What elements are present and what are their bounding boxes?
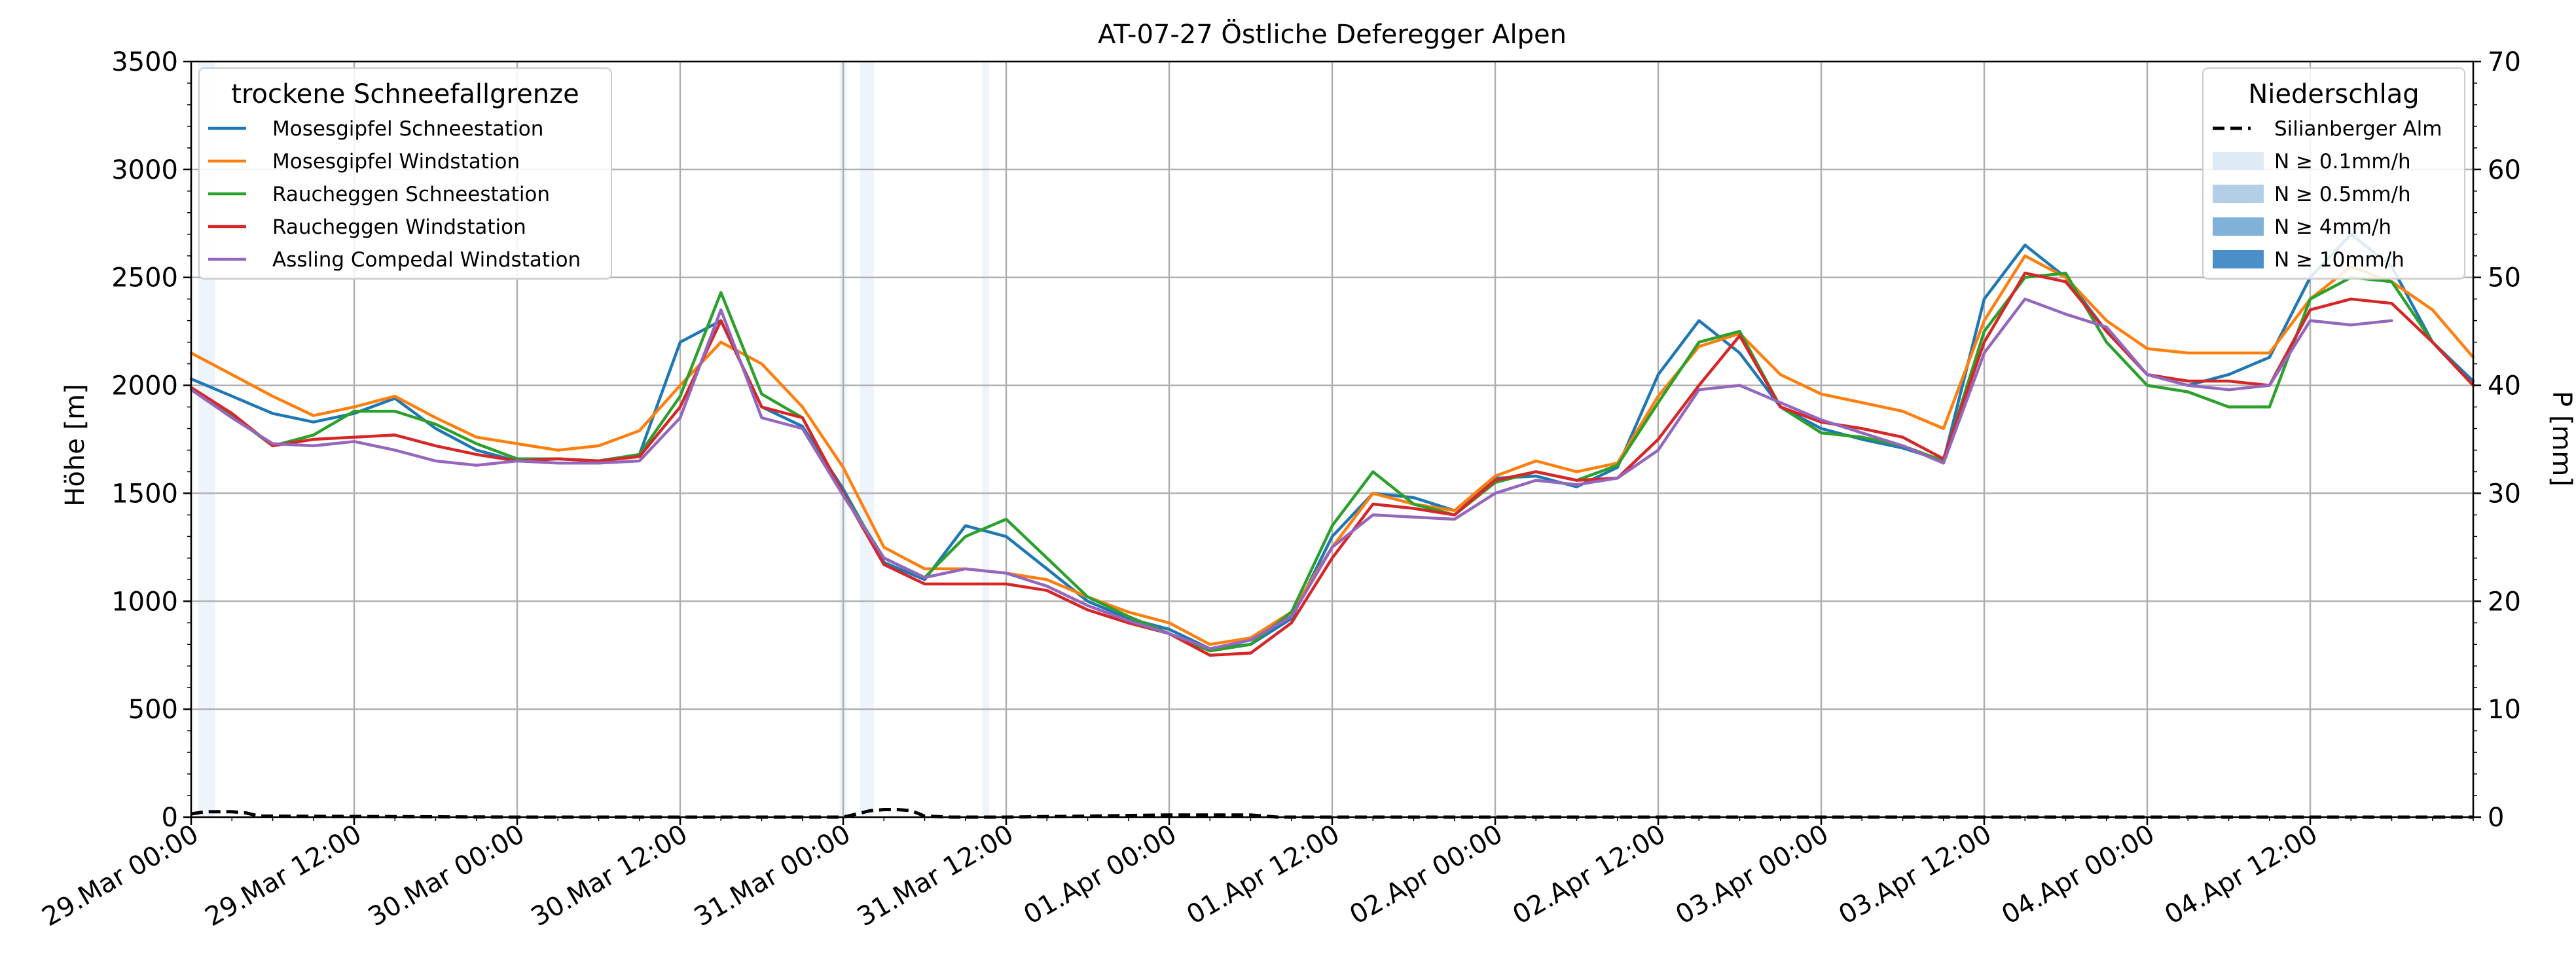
legend-right-entries: Silianberger Alm N ≥ 0.1mm/h N ≥ 0.5mm/h N …	[2213, 117, 2442, 272]
legend-right: Niederschlag Silianberger Alm N ≥ 0.1mm/h…	[2202, 67, 2465, 280]
legend-left-label-0: Mosesgipfel Schneestation	[272, 117, 543, 141]
legend-right-label-0: Silianberger Alm	[2274, 117, 2442, 141]
precip-line-silianberger-alm	[190, 808, 2473, 819]
legend-right-swatch-1	[2213, 152, 2264, 170]
legend-right-title: Niederschlag	[2248, 79, 2419, 109]
legend-left: trockene Schneefallgrenze Mosesgipfel Sc…	[198, 67, 612, 280]
y-tick-label-2: 1000	[111, 587, 178, 617]
y2-tick-label-2: 20	[2488, 587, 2521, 617]
precip-layer	[190, 808, 2473, 819]
y-tick-label-6: 3000	[111, 155, 178, 185]
legend-left-label-1: Mosesgipfel Windstation	[272, 150, 520, 174]
legend-right-label-1: N ≥ 0.1mm/h	[2274, 150, 2411, 174]
y-tick-label-4: 2000	[111, 371, 178, 401]
series-line-4	[189, 297, 2393, 651]
y-tick-label-3: 1500	[111, 479, 178, 509]
legend-right-box	[2202, 67, 2465, 280]
legend-left-label-4: Assling Compedal Windstation	[272, 248, 581, 272]
legend-right-label-4: N ≥ 10mm/h	[2274, 248, 2404, 272]
legend-right-swatch-2	[2213, 185, 2264, 203]
y2-tick-label-7: 70	[2488, 47, 2521, 77]
chart-title: AT-07-27 Östliche Deferegger Alpen	[1098, 18, 1567, 50]
y2-tick-label-3: 30	[2488, 479, 2521, 509]
legend-right-swatch-3	[2213, 217, 2264, 236]
y-tick-label-0: 0	[162, 803, 178, 833]
precip-shading-2	[860, 62, 874, 817]
y2-tick-label-0: 0	[2488, 803, 2504, 833]
y2-axis-label: P [mm]	[2547, 391, 2576, 486]
series-line-3	[189, 271, 2475, 657]
y2-tick-label-6: 60	[2488, 155, 2521, 185]
legend-right-label-3: N ≥ 4mm/h	[2274, 215, 2391, 239]
legend-left-label-2: Raucheggen Schneestation	[272, 183, 550, 206]
precip-shading-3	[982, 62, 990, 817]
y-tick-label-7: 3500	[111, 47, 178, 77]
legend-right-label-2: N ≥ 0.5mm/h	[2274, 183, 2411, 206]
series-layer	[189, 232, 2475, 657]
legend-left-title: trockene Schneefallgrenze	[231, 79, 579, 109]
legend-left-box	[198, 67, 612, 280]
y-tick-label-1: 500	[128, 695, 178, 725]
legend-left-entries: Mosesgipfel Schneestation Mosesgipfel Win…	[208, 117, 581, 272]
y-axis-label: Höhe [m]	[60, 384, 90, 506]
y2-tick-label-1: 10	[2488, 695, 2521, 725]
y2-tick-label-5: 50	[2488, 263, 2521, 293]
legend-left-label-3: Raucheggen Windstation	[272, 215, 526, 239]
y-tick-label-5: 2500	[111, 263, 178, 293]
legend-right-swatch-4	[2213, 250, 2264, 268]
y2-tick-label-4: 40	[2488, 371, 2521, 401]
